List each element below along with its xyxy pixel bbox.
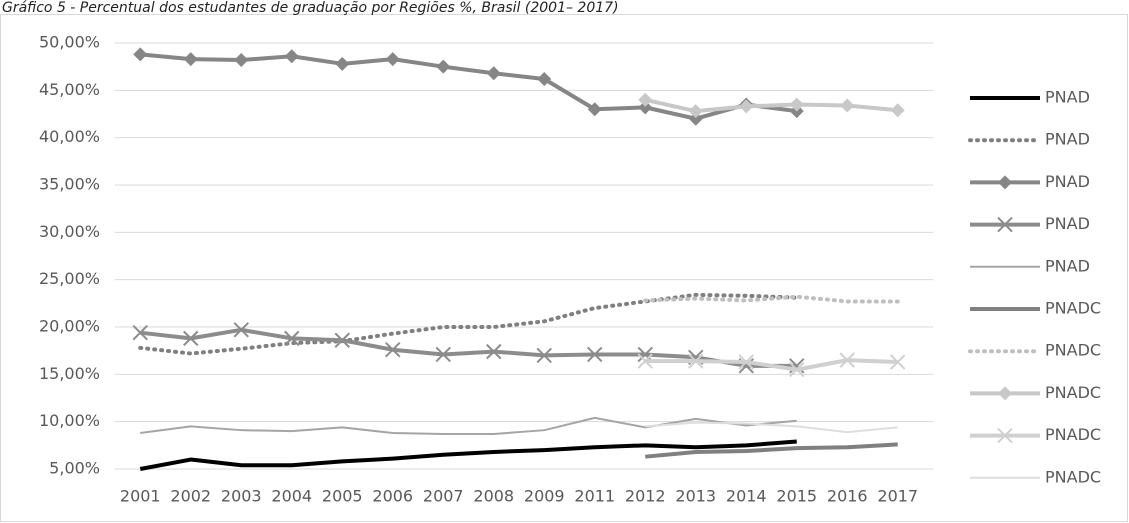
legend-label: PNAD (1045, 172, 1090, 191)
x-tick-label: 2006 (372, 487, 413, 506)
y-tick-label: 5,00% (49, 459, 100, 478)
data-marker (385, 52, 400, 67)
data-marker (840, 98, 855, 113)
y-tick-label: 45,00% (39, 80, 100, 99)
data-marker (133, 47, 148, 62)
series-line (140, 327, 797, 368)
x-tick-label: 2014 (726, 487, 767, 506)
series-line (643, 294, 900, 304)
legend-marker (997, 216, 1013, 233)
data-marker (284, 49, 299, 64)
y-tick-label: 40,00% (39, 127, 100, 146)
x-tick-label: 2013 (675, 487, 716, 506)
data-marker (335, 56, 350, 71)
legend-label: PNAD (1045, 256, 1090, 275)
data-marker (637, 353, 653, 369)
y-tick-label: 30,00% (39, 222, 100, 241)
legend-label: PNADC (1045, 467, 1101, 486)
y-tick-label: 50,00% (39, 33, 100, 52)
data-marker (183, 52, 198, 67)
legend-label: PNADC (1045, 425, 1101, 444)
legend-label: PNADC (1045, 299, 1101, 318)
data-marker (587, 102, 602, 117)
x-tick-label: 2015 (776, 487, 817, 506)
data-marker (385, 342, 401, 358)
data-marker (738, 354, 754, 370)
data-marker (789, 361, 805, 378)
data-marker (132, 324, 148, 341)
legend-marker (998, 175, 1012, 190)
data-marker (638, 92, 653, 107)
x-tick-label: 2004 (271, 487, 312, 506)
data-marker (536, 347, 552, 364)
data-marker (587, 346, 603, 363)
data-marker (435, 346, 451, 363)
data-marker (890, 354, 906, 370)
series-line (644, 97, 898, 114)
data-marker (739, 99, 754, 114)
legend-marker (997, 427, 1013, 444)
legend-label: PNADC (1045, 383, 1101, 402)
y-tick-label: 20,00% (39, 317, 100, 336)
data-marker (890, 103, 905, 118)
legend-label: PNAD (1045, 88, 1090, 107)
data-marker (789, 97, 804, 112)
data-marker (234, 53, 249, 68)
x-tick-label: 2002 (170, 487, 211, 506)
legend-label: PNADC (1045, 341, 1101, 360)
data-marker (638, 100, 653, 115)
series-line (645, 442, 898, 459)
x-tick-label: 2017 (877, 487, 918, 506)
series-line (139, 439, 797, 471)
y-tick-label: 10,00% (39, 411, 100, 430)
x-tick-label: 2007 (423, 487, 464, 506)
series-line (140, 416, 797, 435)
y-tick-label: 25,00% (39, 269, 100, 288)
y-tick-label: 35,00% (39, 175, 100, 194)
data-marker (284, 330, 300, 347)
x-tick-label: 2005 (322, 487, 363, 506)
data-marker (233, 322, 249, 338)
data-marker (537, 71, 552, 86)
series-line (140, 52, 798, 121)
data-marker (688, 111, 703, 126)
y-tick-label: 15,00% (39, 364, 100, 383)
data-marker (183, 330, 199, 347)
series-line (138, 292, 799, 356)
chart-title: Gráfico 5 - Percentual dos estudantes de… (2, 0, 619, 16)
series-line (645, 358, 898, 372)
legend-marker (998, 386, 1012, 401)
data-marker (486, 66, 501, 81)
series-line (645, 421, 898, 434)
data-marker (688, 353, 704, 369)
x-tick-label: 2001 (120, 487, 161, 506)
data-marker (839, 352, 855, 368)
data-marker (688, 104, 703, 119)
legend-label: PNAD (1045, 130, 1090, 149)
x-tick-label: 2009 (524, 487, 565, 506)
x-tick-label: 2016 (827, 487, 868, 506)
x-tick-label: 2011 (574, 487, 615, 506)
x-tick-label: 2008 (473, 487, 514, 506)
chart-frame (0, 14, 1128, 522)
data-marker (334, 332, 350, 348)
data-marker (436, 59, 451, 74)
x-tick-label: 2012 (625, 487, 666, 506)
legend-label: PNAD (1045, 214, 1090, 233)
data-marker (486, 343, 502, 360)
x-tick-label: 2003 (221, 487, 262, 506)
